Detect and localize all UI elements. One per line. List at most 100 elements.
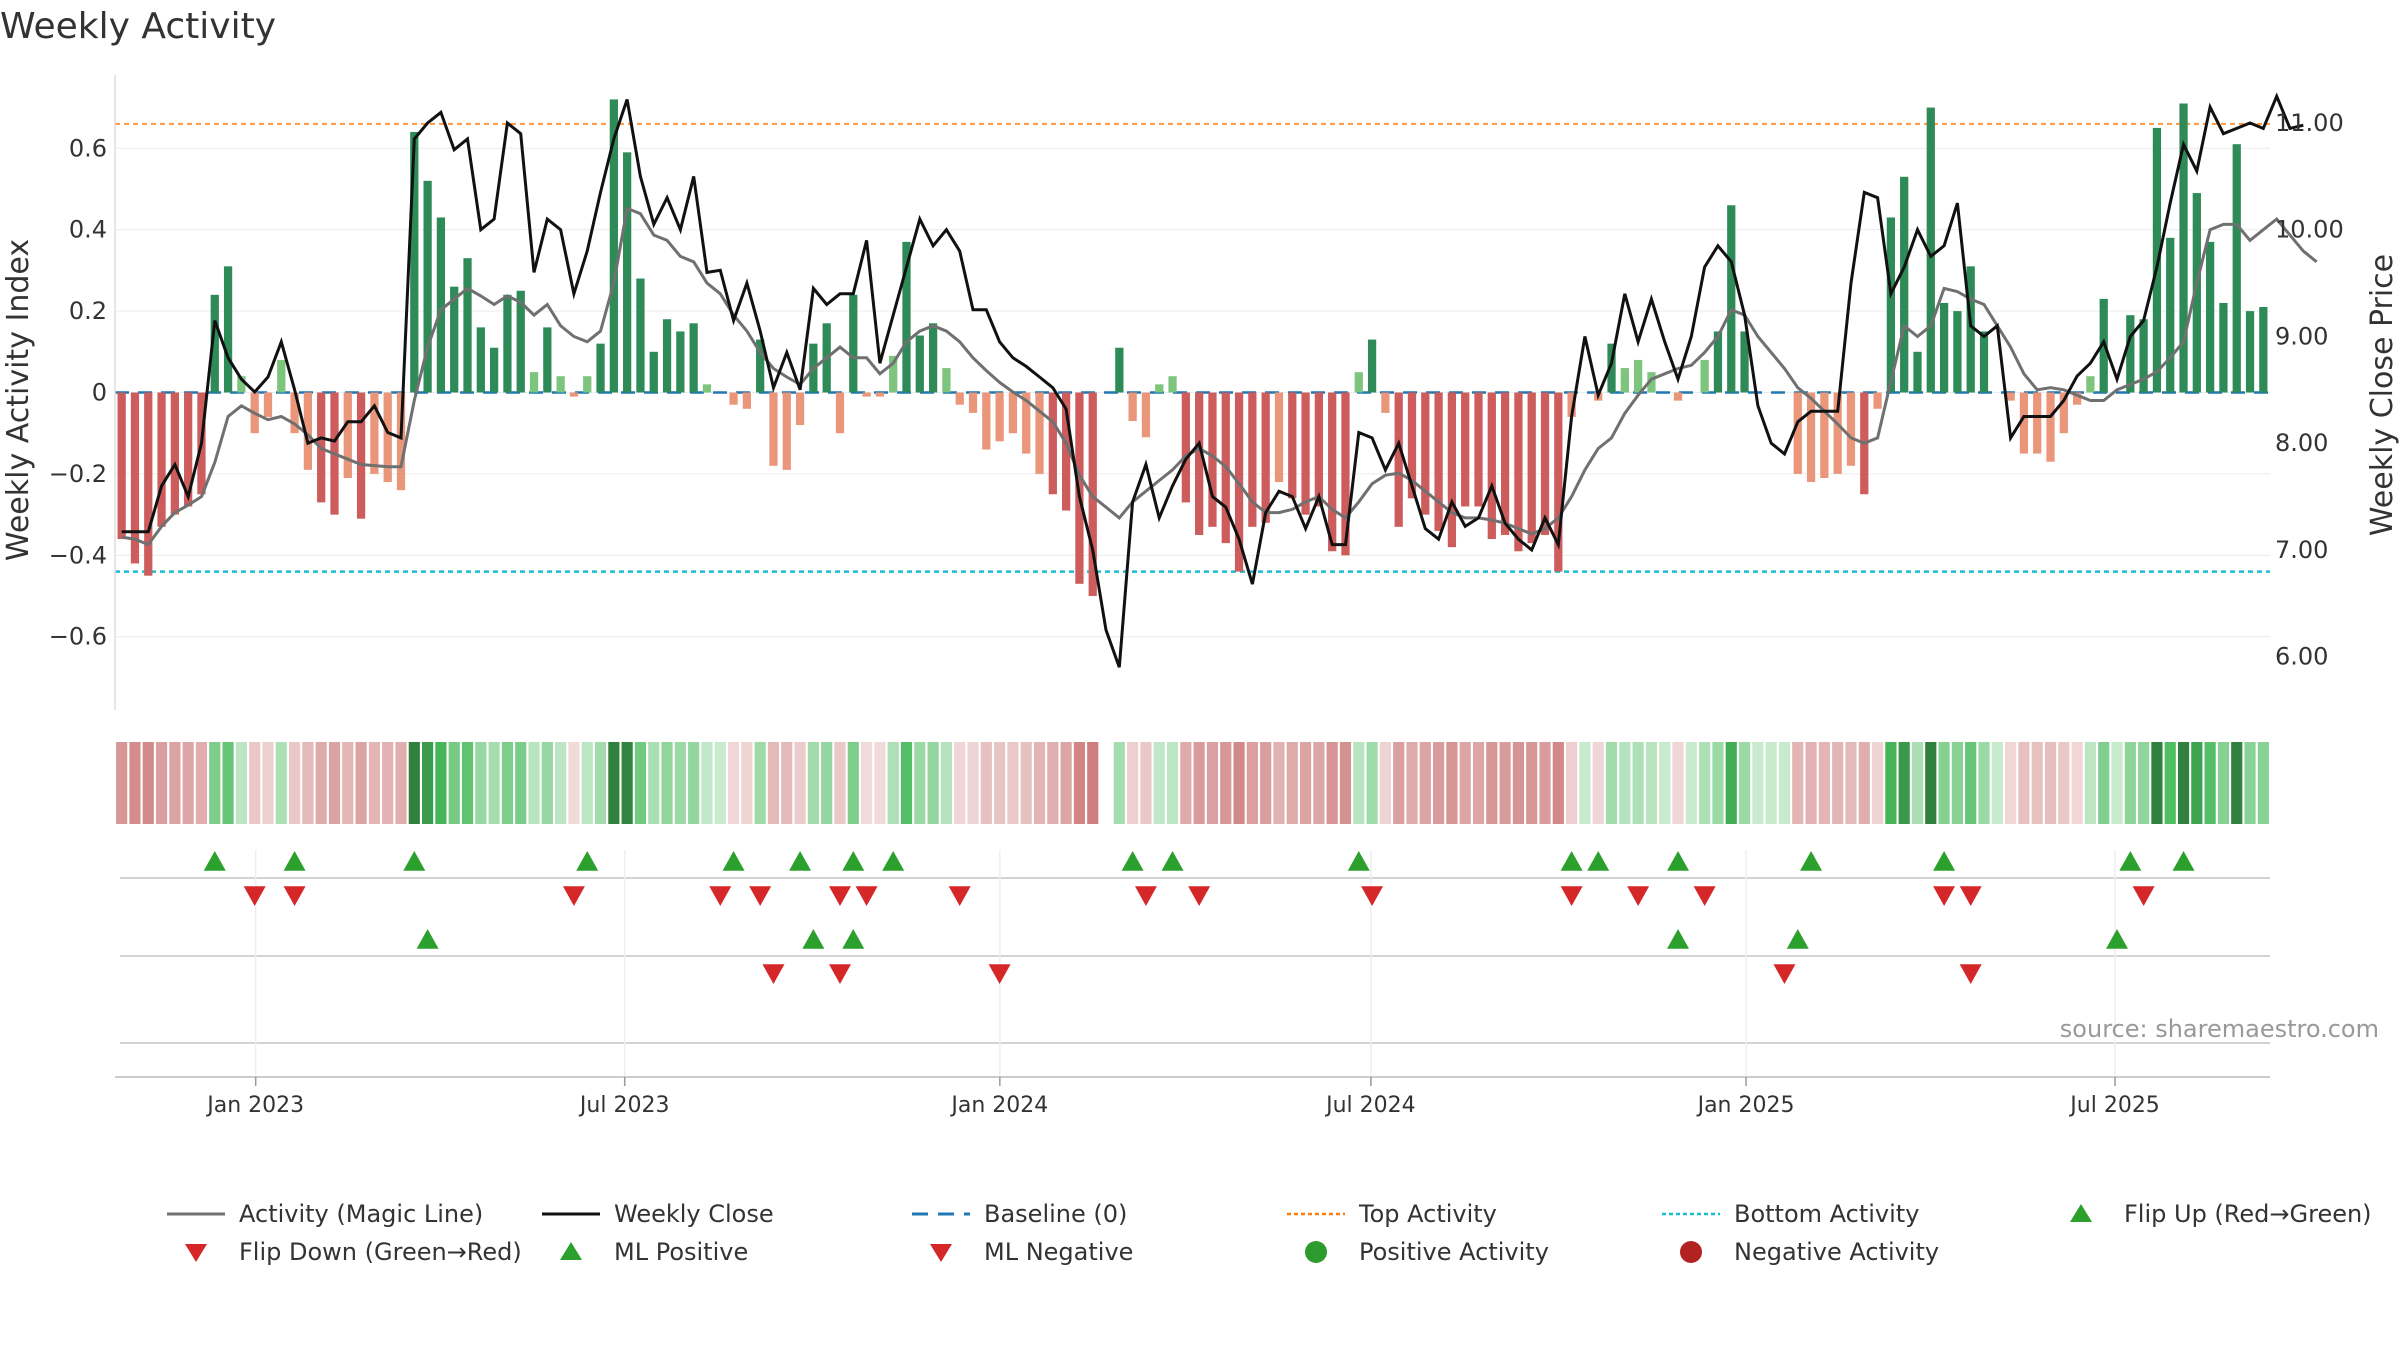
flip-up-marker: [1587, 851, 1610, 871]
strip-cell: [2244, 742, 2256, 824]
activity-bar: [2206, 241, 2215, 393]
strip-cell: [1752, 742, 1764, 824]
flip-down-marker: [562, 886, 585, 906]
strip-cell: [727, 742, 740, 824]
ml-negative-marker: [1773, 964, 1796, 984]
chart-title: Weekly Activity: [0, 6, 277, 47]
strip-cell: [1712, 742, 1724, 824]
strip-cell: [1499, 742, 1511, 824]
strip-cell: [182, 742, 194, 824]
strip-cell: [1206, 742, 1219, 824]
strip-cell: [422, 742, 434, 824]
strip-cell: [2111, 742, 2123, 824]
strip-cell: [2231, 742, 2243, 824]
strip-cell: [249, 742, 261, 824]
strip-cell: [355, 742, 367, 824]
activity-bar: [2232, 144, 2241, 393]
legend-label: Flip Up (Red→Green): [2124, 1200, 2372, 1228]
activity-bar: [862, 392, 871, 397]
activity-bar: [782, 392, 791, 470]
activity-bar: [1900, 176, 1909, 393]
ml-positive-marker: [1786, 929, 1809, 949]
activity-bar: [1461, 392, 1470, 507]
ml-positive-marker: [416, 929, 439, 949]
activity-bar: [1873, 392, 1882, 409]
y-tick-label: 0: [92, 379, 107, 407]
activity-bars: [117, 99, 2268, 597]
legend-symbol-icon: [540, 1202, 602, 1226]
y2-tick-label: 8.00: [2275, 429, 2328, 457]
strip-cell: [1566, 742, 1578, 824]
strip-cell: [1699, 742, 1711, 824]
activity-bar: [1195, 392, 1204, 535]
strip-cell: [821, 742, 833, 824]
y-tick-label: −0.2: [49, 460, 107, 488]
activity-bar: [1155, 384, 1164, 393]
weekly-close-line: [121, 92, 2304, 668]
activity-bar: [1820, 392, 1829, 478]
strip-cell: [1193, 742, 1205, 824]
flip-up-marker: [1560, 851, 1583, 871]
flip-up-marker: [1667, 851, 1690, 871]
legend-item: Bottom Activity: [1660, 1200, 1919, 1228]
strip-cell: [1805, 742, 1817, 824]
activity-bar: [995, 392, 1004, 442]
strip-cell: [1898, 742, 1910, 824]
activity-bar: [1128, 392, 1137, 421]
flip-down-marker: [1933, 886, 1956, 906]
strip-cell: [1965, 742, 1977, 824]
activity-bar: [2006, 392, 2015, 401]
activity-bar: [742, 392, 751, 409]
strip-cell: [1645, 742, 1658, 824]
x-tick-label: Jul 2024: [1324, 1093, 1416, 1118]
strip-cell: [994, 742, 1006, 824]
activity-bar: [1168, 376, 1177, 393]
strip-cell: [1792, 742, 1804, 824]
activity-bar: [1979, 331, 1989, 393]
strip-cell: [1486, 742, 1498, 824]
activity-bar: [1953, 311, 1962, 393]
ml-negative-marker: [828, 964, 851, 984]
activity-bar: [423, 180, 432, 393]
activity-bar: [2245, 311, 2255, 393]
activity-bar: [450, 286, 459, 393]
activity-bar: [875, 392, 885, 397]
ml-negative-marker: [762, 964, 785, 984]
legend-symbol-icon: [1660, 1202, 1722, 1226]
activity-bar: [1248, 392, 1257, 527]
activity-bar: [1793, 392, 1802, 474]
activity-bar: [489, 347, 499, 393]
strip-cell: [1007, 742, 1019, 824]
strip-cell: [1339, 742, 1352, 824]
strip-cell: [1459, 742, 1471, 824]
activity-bar: [529, 372, 539, 393]
flip-down-marker: [1560, 886, 1583, 906]
strip-cell: [1659, 742, 1671, 824]
activity-bar: [476, 327, 485, 393]
strip-cell: [1938, 742, 1950, 824]
activity-bar: [1274, 392, 1284, 483]
strip-cell: [1286, 742, 1298, 824]
activity-bar: [170, 392, 179, 515]
strip-cell: [1393, 742, 1405, 824]
y-tick-label: 0.4: [69, 216, 107, 244]
strip-cell: [2191, 742, 2203, 824]
date-axis: Jan 2023 Jul 2023 Jan 2024 Jul 2024 Jan 2025…: [115, 1076, 2270, 1118]
flip-down-marker: [1693, 886, 1716, 906]
strip-cell: [2058, 742, 2070, 824]
activity-bar: [223, 266, 233, 393]
activity-bar: [569, 392, 579, 397]
activity-bar: [902, 241, 911, 393]
activity-bar: [2019, 392, 2029, 454]
flip-down-marker: [283, 886, 306, 906]
strip-cell: [621, 742, 633, 824]
strip-cell: [1020, 742, 1032, 824]
strip-cell: [874, 742, 886, 824]
legend-symbol-icon: [1660, 1240, 1722, 1264]
activity-bar: [596, 343, 605, 393]
activity-bar: [383, 392, 392, 483]
activity-bar: [1700, 359, 1709, 393]
activity-bar: [2059, 392, 2068, 434]
strip-cell: [1433, 742, 1445, 824]
